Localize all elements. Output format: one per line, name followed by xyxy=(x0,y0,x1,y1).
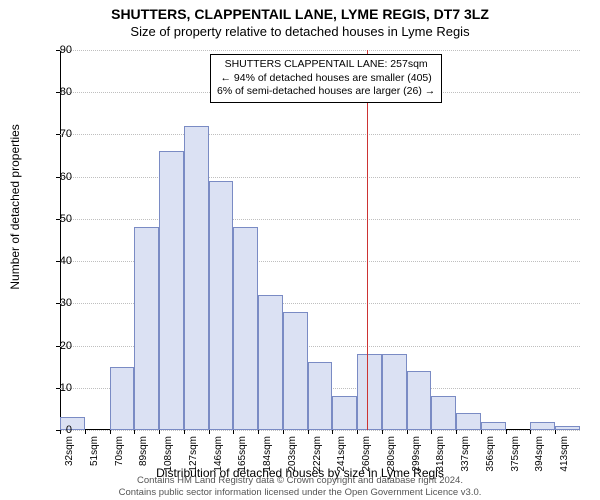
xtick-label: 413sqm xyxy=(559,436,570,472)
xtick-label: 127sqm xyxy=(188,436,199,472)
xtick-mark xyxy=(308,430,309,434)
footer-attribution: Contains HM Land Registry data © Crown c… xyxy=(0,475,600,498)
ytick-label: 10 xyxy=(42,382,72,394)
histogram-bar xyxy=(555,426,580,430)
histogram-bar xyxy=(209,181,234,430)
ytick-label: 50 xyxy=(42,213,72,225)
xtick-mark xyxy=(184,430,185,434)
histogram-bar xyxy=(283,312,308,430)
xtick-label: 203sqm xyxy=(287,436,298,472)
xtick-label: 51sqm xyxy=(89,436,100,466)
annotation-line2: ← 94% of detached houses are smaller (40… xyxy=(217,72,435,86)
ytick-label: 40 xyxy=(42,255,72,267)
xtick-label: 184sqm xyxy=(262,436,273,472)
footer-line1: Contains HM Land Registry data © Crown c… xyxy=(0,475,600,486)
xtick-label: 70sqm xyxy=(114,436,125,466)
ytick-label: 30 xyxy=(42,297,72,309)
ytick-label: 20 xyxy=(42,340,72,352)
histogram-bar xyxy=(159,151,184,430)
xtick-mark xyxy=(407,430,408,434)
xtick-mark xyxy=(382,430,383,434)
histogram-bar xyxy=(184,126,209,430)
y-axis-line xyxy=(60,50,61,430)
xtick-label: 241sqm xyxy=(336,436,347,472)
xtick-label: 146sqm xyxy=(213,436,224,472)
histogram-bar xyxy=(134,227,159,430)
xtick-mark xyxy=(159,430,160,434)
gridline xyxy=(60,50,580,51)
histogram-bar xyxy=(407,371,432,430)
histogram-bar xyxy=(382,354,407,430)
ytick-label: 70 xyxy=(42,128,72,140)
xtick-mark xyxy=(530,430,531,434)
xtick-label: 222sqm xyxy=(312,436,323,472)
xtick-mark xyxy=(357,430,358,434)
xtick-label: 375sqm xyxy=(510,436,521,472)
histogram-bar xyxy=(258,295,283,430)
ytick-label: 60 xyxy=(42,171,72,183)
gridline xyxy=(60,177,580,178)
xtick-mark xyxy=(134,430,135,434)
xtick-label: 165sqm xyxy=(237,436,248,472)
xtick-mark xyxy=(555,430,556,434)
histogram-bar xyxy=(481,422,506,430)
xtick-mark xyxy=(481,430,482,434)
chart-title: SHUTTERS, CLAPPENTAIL LANE, LYME REGIS, … xyxy=(0,0,600,22)
xtick-label: 89sqm xyxy=(138,436,149,466)
histogram-bar xyxy=(233,227,258,430)
gridline xyxy=(60,134,580,135)
annotation-box: SHUTTERS CLAPPENTAIL LANE: 257sqm← 94% o… xyxy=(210,54,442,103)
xtick-mark xyxy=(506,430,507,434)
xtick-label: 394sqm xyxy=(534,436,545,472)
gridline xyxy=(60,430,580,431)
ytick-label: 0 xyxy=(42,424,72,436)
gridline xyxy=(60,219,580,220)
histogram-bar xyxy=(110,367,135,430)
histogram-bar xyxy=(332,396,357,430)
xtick-mark xyxy=(233,430,234,434)
xtick-mark xyxy=(332,430,333,434)
histogram-bar xyxy=(456,413,481,430)
chart-subtitle: Size of property relative to detached ho… xyxy=(0,22,600,39)
footer-line2: Contains public sector information licen… xyxy=(0,487,600,498)
histogram-bar xyxy=(308,362,333,430)
xtick-label: 337sqm xyxy=(460,436,471,472)
ytick-label: 90 xyxy=(42,44,72,56)
marker-line xyxy=(367,50,368,430)
xtick-label: 356sqm xyxy=(485,436,496,472)
xtick-mark xyxy=(85,430,86,434)
y-axis-label: Number of detached properties xyxy=(8,124,22,289)
xtick-mark xyxy=(283,430,284,434)
xtick-mark xyxy=(456,430,457,434)
annotation-line3: 6% of semi-detached houses are larger (2… xyxy=(217,85,435,99)
xtick-mark xyxy=(110,430,111,434)
histogram-bar xyxy=(357,354,382,430)
plot-area: SHUTTERS CLAPPENTAIL LANE: 257sqm← 94% o… xyxy=(60,50,580,430)
annotation-line1: SHUTTERS CLAPPENTAIL LANE: 257sqm xyxy=(217,58,435,72)
xtick-label: 32sqm xyxy=(64,436,75,466)
xtick-mark xyxy=(431,430,432,434)
histogram-bar xyxy=(530,422,555,430)
xtick-label: 260sqm xyxy=(361,436,372,472)
xtick-label: 318sqm xyxy=(435,436,446,472)
xtick-label: 299sqm xyxy=(411,436,422,472)
ytick-label: 80 xyxy=(42,86,72,98)
xtick-label: 280sqm xyxy=(386,436,397,472)
xtick-mark xyxy=(209,430,210,434)
histogram-bar xyxy=(431,396,456,430)
xtick-label: 108sqm xyxy=(163,436,174,472)
xtick-mark xyxy=(258,430,259,434)
